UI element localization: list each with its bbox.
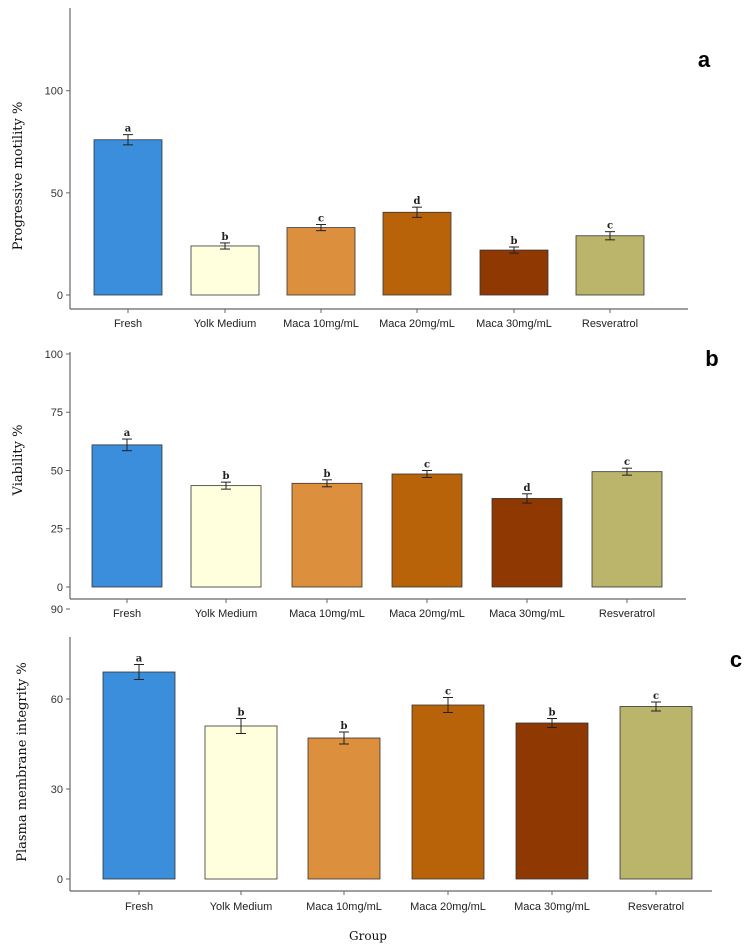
x-tick-label: Fresh bbox=[113, 608, 141, 620]
x-tick-label: Resveratrol bbox=[582, 318, 638, 330]
x-axis-label: Group bbox=[349, 929, 387, 943]
bar bbox=[91, 444, 163, 588]
bar bbox=[307, 737, 381, 880]
significance-letter: c bbox=[318, 214, 324, 225]
significance-letter: d bbox=[414, 196, 421, 207]
y-tick-label: 100 bbox=[45, 349, 63, 361]
x-tick-label: Maca 30mg/mL bbox=[489, 608, 565, 620]
y-tick-label: 25 bbox=[51, 524, 63, 536]
bar bbox=[102, 671, 176, 880]
bar bbox=[391, 473, 463, 588]
bar bbox=[93, 139, 163, 296]
significance-letter: b bbox=[549, 708, 556, 719]
significance-letter: c bbox=[607, 221, 613, 232]
significance-letter: b bbox=[324, 469, 331, 480]
x-tick-label: Maca 10mg/mL bbox=[306, 901, 382, 913]
significance-letter: b bbox=[511, 236, 518, 247]
x-tick-label: Resveratrol bbox=[628, 901, 684, 913]
y-tick-label: 0 bbox=[57, 290, 63, 302]
y-tick-label: 0 bbox=[57, 582, 63, 594]
x-tick-label: Fresh bbox=[125, 901, 153, 913]
significance-letter: d bbox=[524, 483, 531, 494]
significance-letter: c bbox=[445, 687, 451, 698]
significance-letter: a bbox=[136, 654, 143, 665]
y-axis-label: Viability % bbox=[11, 425, 26, 497]
x-tick-label: Maca 20mg/mL bbox=[379, 318, 455, 330]
bar bbox=[190, 485, 262, 588]
y-axis-label: Progressive motility % bbox=[11, 102, 26, 251]
significance-letter: a bbox=[124, 428, 131, 439]
chart-panel-a: 0 50 100 Progressive motility % a a Fresh b Yolk… bbox=[11, 8, 711, 330]
y-axis-label: Plasma membrane integrity % bbox=[15, 662, 30, 862]
x-tick-label: Maca 10mg/mL bbox=[289, 608, 365, 620]
bar bbox=[204, 725, 278, 880]
bar bbox=[382, 211, 452, 296]
bar bbox=[591, 471, 663, 588]
x-tick-label: Resveratrol bbox=[599, 608, 655, 620]
x-tick-label: Maca 30mg/mL bbox=[514, 901, 590, 913]
x-tick-label: Maca 20mg/mL bbox=[410, 901, 486, 913]
bar bbox=[491, 498, 563, 588]
y-tick-label: 75 bbox=[51, 407, 63, 419]
significance-letter: b bbox=[222, 232, 229, 243]
bar bbox=[190, 245, 260, 296]
y-tick-label: 30 bbox=[51, 784, 63, 796]
bar bbox=[286, 227, 356, 296]
bar bbox=[479, 249, 549, 296]
y-tick-label: 100 bbox=[45, 86, 63, 98]
x-tick-label: Maca 20mg/mL bbox=[389, 608, 465, 620]
y-tick-label: 90 bbox=[51, 604, 63, 616]
panel-letter: c bbox=[730, 647, 742, 672]
bar bbox=[515, 722, 589, 880]
x-tick-label: Fresh bbox=[114, 318, 142, 330]
panel-letter: a bbox=[698, 47, 711, 72]
significance-letter: c bbox=[624, 457, 630, 468]
x-tick-label: Maca 30mg/mL bbox=[476, 318, 552, 330]
y-tick-label: 0 bbox=[57, 874, 63, 886]
significance-letter: b bbox=[341, 721, 348, 732]
y-tick-label: 50 bbox=[51, 188, 63, 200]
x-tick-label: Maca 10mg/mL bbox=[283, 318, 359, 330]
significance-letter: b bbox=[238, 708, 245, 719]
bar bbox=[411, 704, 485, 880]
bar bbox=[291, 482, 363, 588]
y-tick-label: 60 bbox=[51, 694, 63, 706]
bar bbox=[619, 706, 693, 880]
x-tick-label: Yolk Medium bbox=[210, 901, 273, 913]
x-tick-label: Yolk Medium bbox=[194, 318, 257, 330]
y-tick-label: 50 bbox=[51, 465, 63, 477]
bar bbox=[575, 235, 645, 296]
significance-letter: c bbox=[653, 691, 659, 702]
x-tick-label: Yolk Medium bbox=[195, 608, 258, 620]
panel-letter: b bbox=[705, 346, 718, 371]
chart-panel-c: 0 30 60 90 Plasma membrane integrity % c a Fres… bbox=[15, 604, 742, 913]
significance-letter: a bbox=[125, 124, 132, 135]
chart-panel-b: 0 25 50 75 100 Viability % b a Fresh b Yolk Medium… bbox=[11, 346, 719, 620]
significance-letter: b bbox=[223, 471, 230, 482]
significance-letter: c bbox=[424, 459, 430, 470]
